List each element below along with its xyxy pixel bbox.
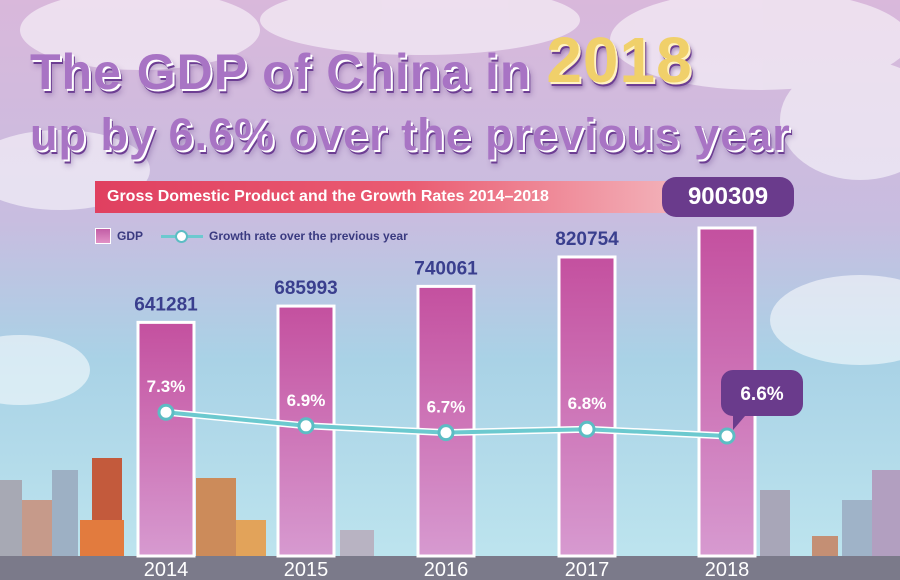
growth-point-2016 (437, 424, 455, 442)
x-tick-label-2014: 2014 (144, 559, 189, 580)
growth-point-2018 (718, 427, 736, 445)
gdp-bar-2014 (136, 320, 196, 558)
axis-band (0, 556, 900, 580)
gdp-value-label-2015: 685993 (274, 278, 337, 299)
chart-legend: GDP Growth rate over the previous year (95, 226, 426, 246)
chart-title-banner: Gross Domestic Product and the Growth Ra… (95, 181, 670, 213)
growth-rate-badge-2018 (721, 370, 803, 430)
gdp-bar-2016 (416, 284, 476, 558)
page-subtitle: up by 6.6% over the previous year (30, 109, 791, 160)
gdp-legend-swatch (95, 228, 111, 244)
gdp-value-label-2017: 820754 (555, 229, 619, 250)
title-year: 2018 (546, 24, 693, 96)
growth-point-2014 (157, 403, 175, 421)
growth-point-2015 (297, 417, 315, 435)
growth-rate-label-2018: 6.6% (740, 384, 783, 405)
page-title: The GDP of China in 2018 (30, 28, 870, 102)
growth-legend-label: Growth rate over the previous year (209, 229, 408, 243)
growth-legend-swatch (161, 229, 204, 243)
x-tick-label-2016: 2016 (424, 559, 469, 580)
title-prefix: The GDP of China in (30, 44, 532, 100)
cloud-decoration (0, 0, 900, 405)
growth-rate-label-2015: 6.9% (287, 391, 326, 410)
growth-rate-label-2016: 6.7% (427, 398, 466, 417)
growth-point-2017 (578, 420, 596, 438)
gdp-value-label-2014: 641281 (134, 294, 198, 315)
growth-rate-label-2017: 6.8% (568, 394, 607, 413)
gdp-2018-badge: 900309 (662, 177, 794, 217)
x-tick-label-2018: 2018 (705, 559, 750, 580)
gdp-bar-2017 (557, 255, 617, 558)
gdp-value-label-2016: 740061 (414, 258, 478, 279)
growth-rate-label-2014: 7.3% (147, 377, 186, 396)
gdp-legend-label: GDP (117, 229, 144, 243)
x-tick-label-2015: 2015 (284, 559, 329, 580)
x-tick-label-2017: 2017 (565, 559, 610, 580)
